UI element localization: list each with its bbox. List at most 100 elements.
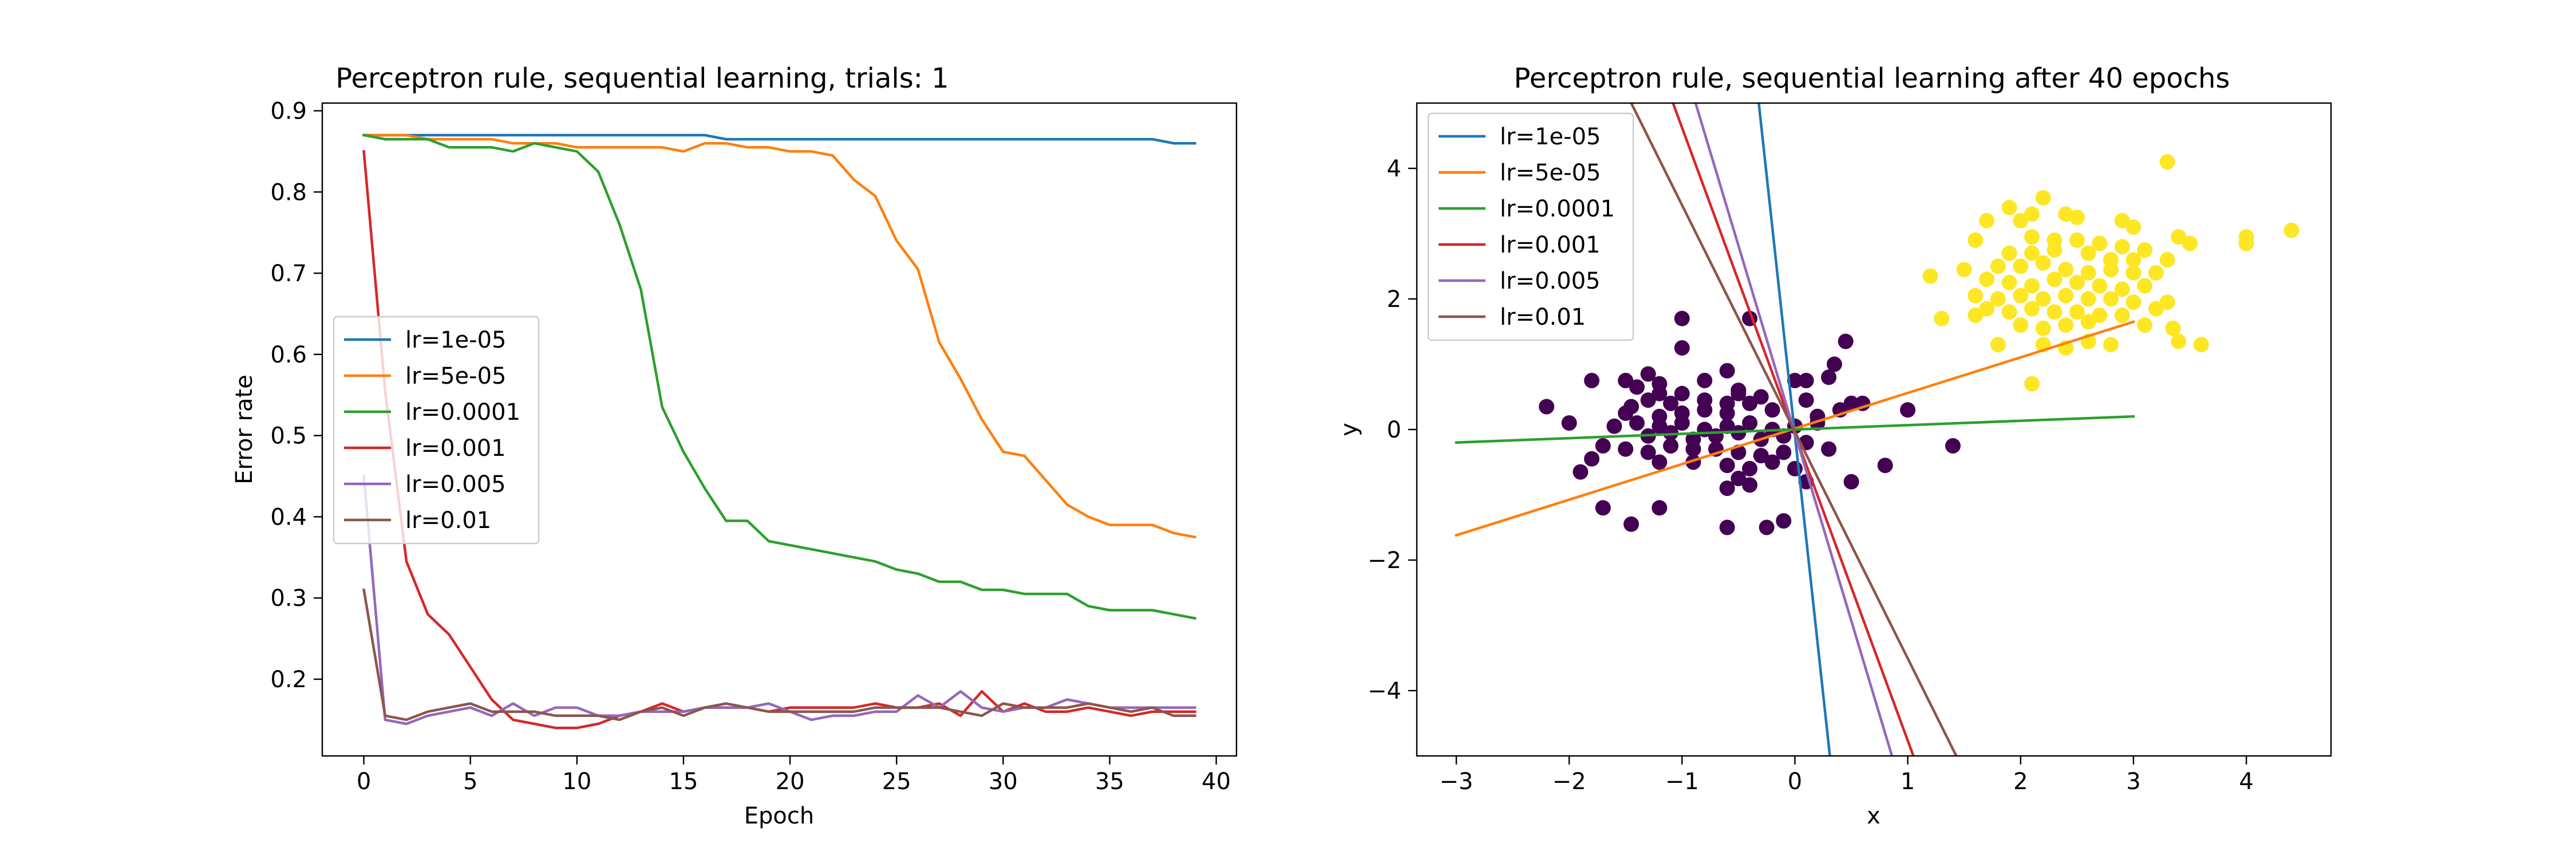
scatter-point [2159,154,2175,170]
scatter-point [1990,291,2006,307]
scatter-point [1787,373,1803,388]
scatter-point [1561,415,1577,431]
scatter-point [2114,239,2130,255]
scatter-point [2013,287,2029,304]
y-axis-ticks: −4 −2 0 2 4 [1368,156,1417,704]
scatter-point [2103,291,2119,307]
series-line [362,133,1197,620]
scatter-point [1640,366,1656,382]
scatter-point [1719,418,1735,434]
x-tick-label: 15 [669,769,698,795]
scatter-point [1843,395,1859,411]
scatter-point [1674,385,1690,401]
legend-label: lr=1e-05 [1500,124,1601,150]
scatter-point [1663,438,1679,454]
scatter-point [2125,219,2142,235]
scatter-point [2080,265,2096,281]
scatter-point [2148,301,2164,317]
x-tick-label: 5 [463,769,477,795]
scatter-point [2137,242,2153,258]
scatter-point [1742,415,1758,431]
x-tick-label: 2 [2013,769,2028,795]
scatter-point [2125,294,2142,310]
legend-label: lr=0.01 [1500,304,1586,330]
scatter-point [1877,458,1893,474]
scatter-point [1730,385,1747,401]
scatter-point [1934,310,1950,326]
scatter-point [1674,340,1690,356]
x-axis-label: x [1867,803,1880,829]
scatter-point [1730,471,1747,486]
scatter-point [2137,317,2153,333]
scatter-point [1618,441,1634,457]
y-tick-label: 4 [1387,156,1401,182]
scatter-point [1623,516,1639,532]
x-tick-label: 25 [882,769,911,795]
series-line [362,133,1196,145]
scatter-point [1584,373,1600,388]
scatter-point [2148,265,2164,281]
y-tick-label: −2 [1368,547,1401,574]
scatter-point [1685,441,1701,457]
scatter-point [1798,373,1814,388]
scatter-point [2001,275,2017,290]
x-tick-label: −1 [1665,769,1699,795]
y-tick-label: −4 [1368,678,1401,704]
y-tick-label: 0.4 [270,504,307,530]
scatter-point [2103,262,2119,278]
scatter-point [2069,304,2085,320]
x-tick-label: 3 [2126,769,2140,795]
scatter-point [2193,337,2209,353]
y-tick-label: 0.7 [270,261,307,287]
series-line [362,475,1196,726]
scatter-point [1979,301,1995,317]
scatter-point [2024,206,2040,222]
scatter-point [2238,235,2254,251]
legend-label: lr=5e-05 [405,363,506,389]
x-tick-label: 4 [2239,769,2253,795]
legend: lr=1e-05 lr=5e-05 lr=0.0001 lr=0.001 lr=0.00… [333,316,540,545]
scatter-point [1967,232,1984,248]
scatter-point [2092,308,2108,323]
scatter-point [1753,389,1769,405]
scatter-point [1652,454,1668,470]
series-line [362,133,1197,539]
scatter-point [1663,425,1679,441]
scatter-point [2046,304,2063,320]
scatter-point [2035,320,2051,336]
scatter-point [2165,320,2181,336]
legend-label: lr=5e-05 [1500,160,1601,186]
scatter-point [2001,304,2017,320]
scatter-point [1821,369,1837,385]
y-tick-label: 0.8 [270,179,307,206]
plot-area [321,102,1238,757]
scatter-point [2035,190,2051,206]
scatter-point [2159,252,2175,268]
legend-label: lr=0.0001 [405,399,520,425]
scatter-point [2080,291,2096,307]
scatter-point [2069,210,2085,225]
scatter-point [1618,373,1634,388]
y-tick-label: 0.3 [270,585,307,612]
scatter-point [1674,415,1690,431]
scatter-point [1776,444,1792,460]
chart-title: Perceptron rule, sequential learning, tr… [335,62,949,94]
scatter-point [1618,405,1634,421]
scatter-point [2080,245,2096,261]
scatter-point [1979,271,1995,287]
x-tick-label: −2 [1552,769,1586,795]
legend-label: lr=0.001 [1500,232,1601,258]
scatter-point [1697,402,1713,418]
scatter-point [1764,454,1780,470]
x-tick-label: −3 [1440,769,1473,795]
series-line [362,588,1196,722]
boundary-line [1630,103,1958,756]
scatter-point [1843,474,1859,490]
x-tick-label: 10 [562,769,591,795]
scatter-point [1539,399,1555,415]
scatter-point [2103,337,2119,353]
scatter-point [2024,245,2040,261]
scatter-point [2137,278,2153,294]
scatter-point [2125,265,2142,281]
scatter-point [1764,402,1780,418]
